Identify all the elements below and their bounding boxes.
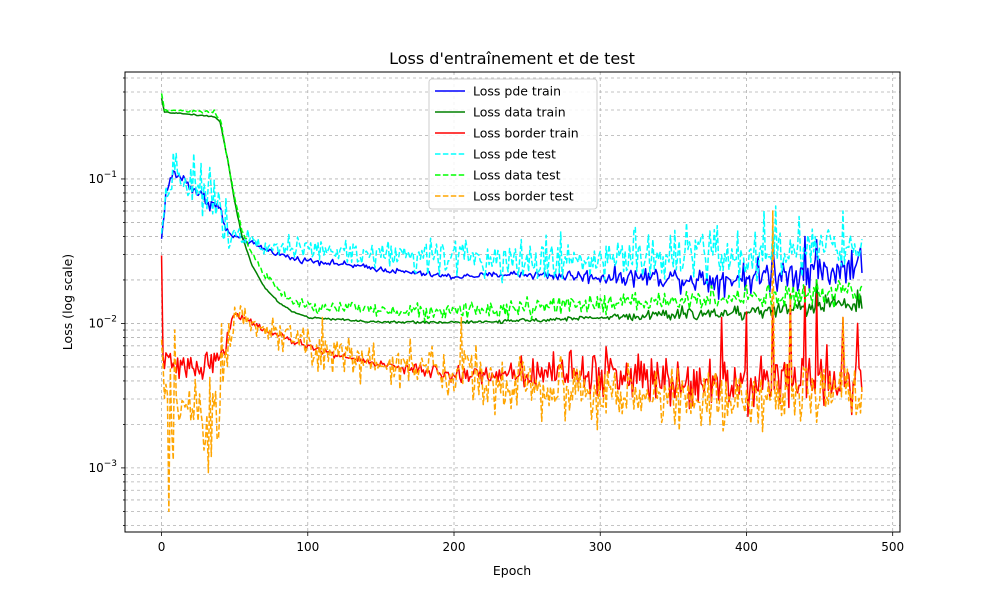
legend-label: Loss border test [473,189,574,204]
plot-frame [124,71,901,533]
y-tick-label: 10−2 [88,314,117,330]
y-tick-label: 10−3 [88,459,117,475]
series-line-loss-border-test [160,210,863,513]
legend-label: Loss border train [473,126,579,141]
series-line-loss-data-train [160,98,863,325]
series-line-loss-data-test [160,93,863,322]
legend-label: Loss data train [473,105,566,120]
axis-ticks: 0 100 200 300 400 500 10−3 10−2 10−1 [88,77,904,554]
chart-title: Loss d'entraînement et de test [389,49,635,68]
x-tick-label: 500 [881,540,904,554]
legend-label: Loss pde train [473,84,561,99]
legend-label: Loss pde test [473,147,556,162]
legend-label: Loss data test [473,168,561,183]
x-axis-label: Epoch [493,563,531,578]
x-tick-label: 200 [443,540,466,554]
x-tick-label: 0 [158,540,166,554]
legend-box [428,78,598,210]
series-line-loss-pde-test [160,152,863,289]
x-tick-label: 100 [296,540,319,554]
y-tick-label: 10−1 [88,170,117,186]
y-axis-label: Loss (log scale) [60,254,75,350]
legend: Loss pde train Loss data train Loss border… [428,78,598,210]
series-line-loss-border-train [160,255,863,418]
x-tick-label: 300 [589,540,612,554]
series-lines [160,93,863,513]
x-tick-label: 400 [735,540,758,554]
